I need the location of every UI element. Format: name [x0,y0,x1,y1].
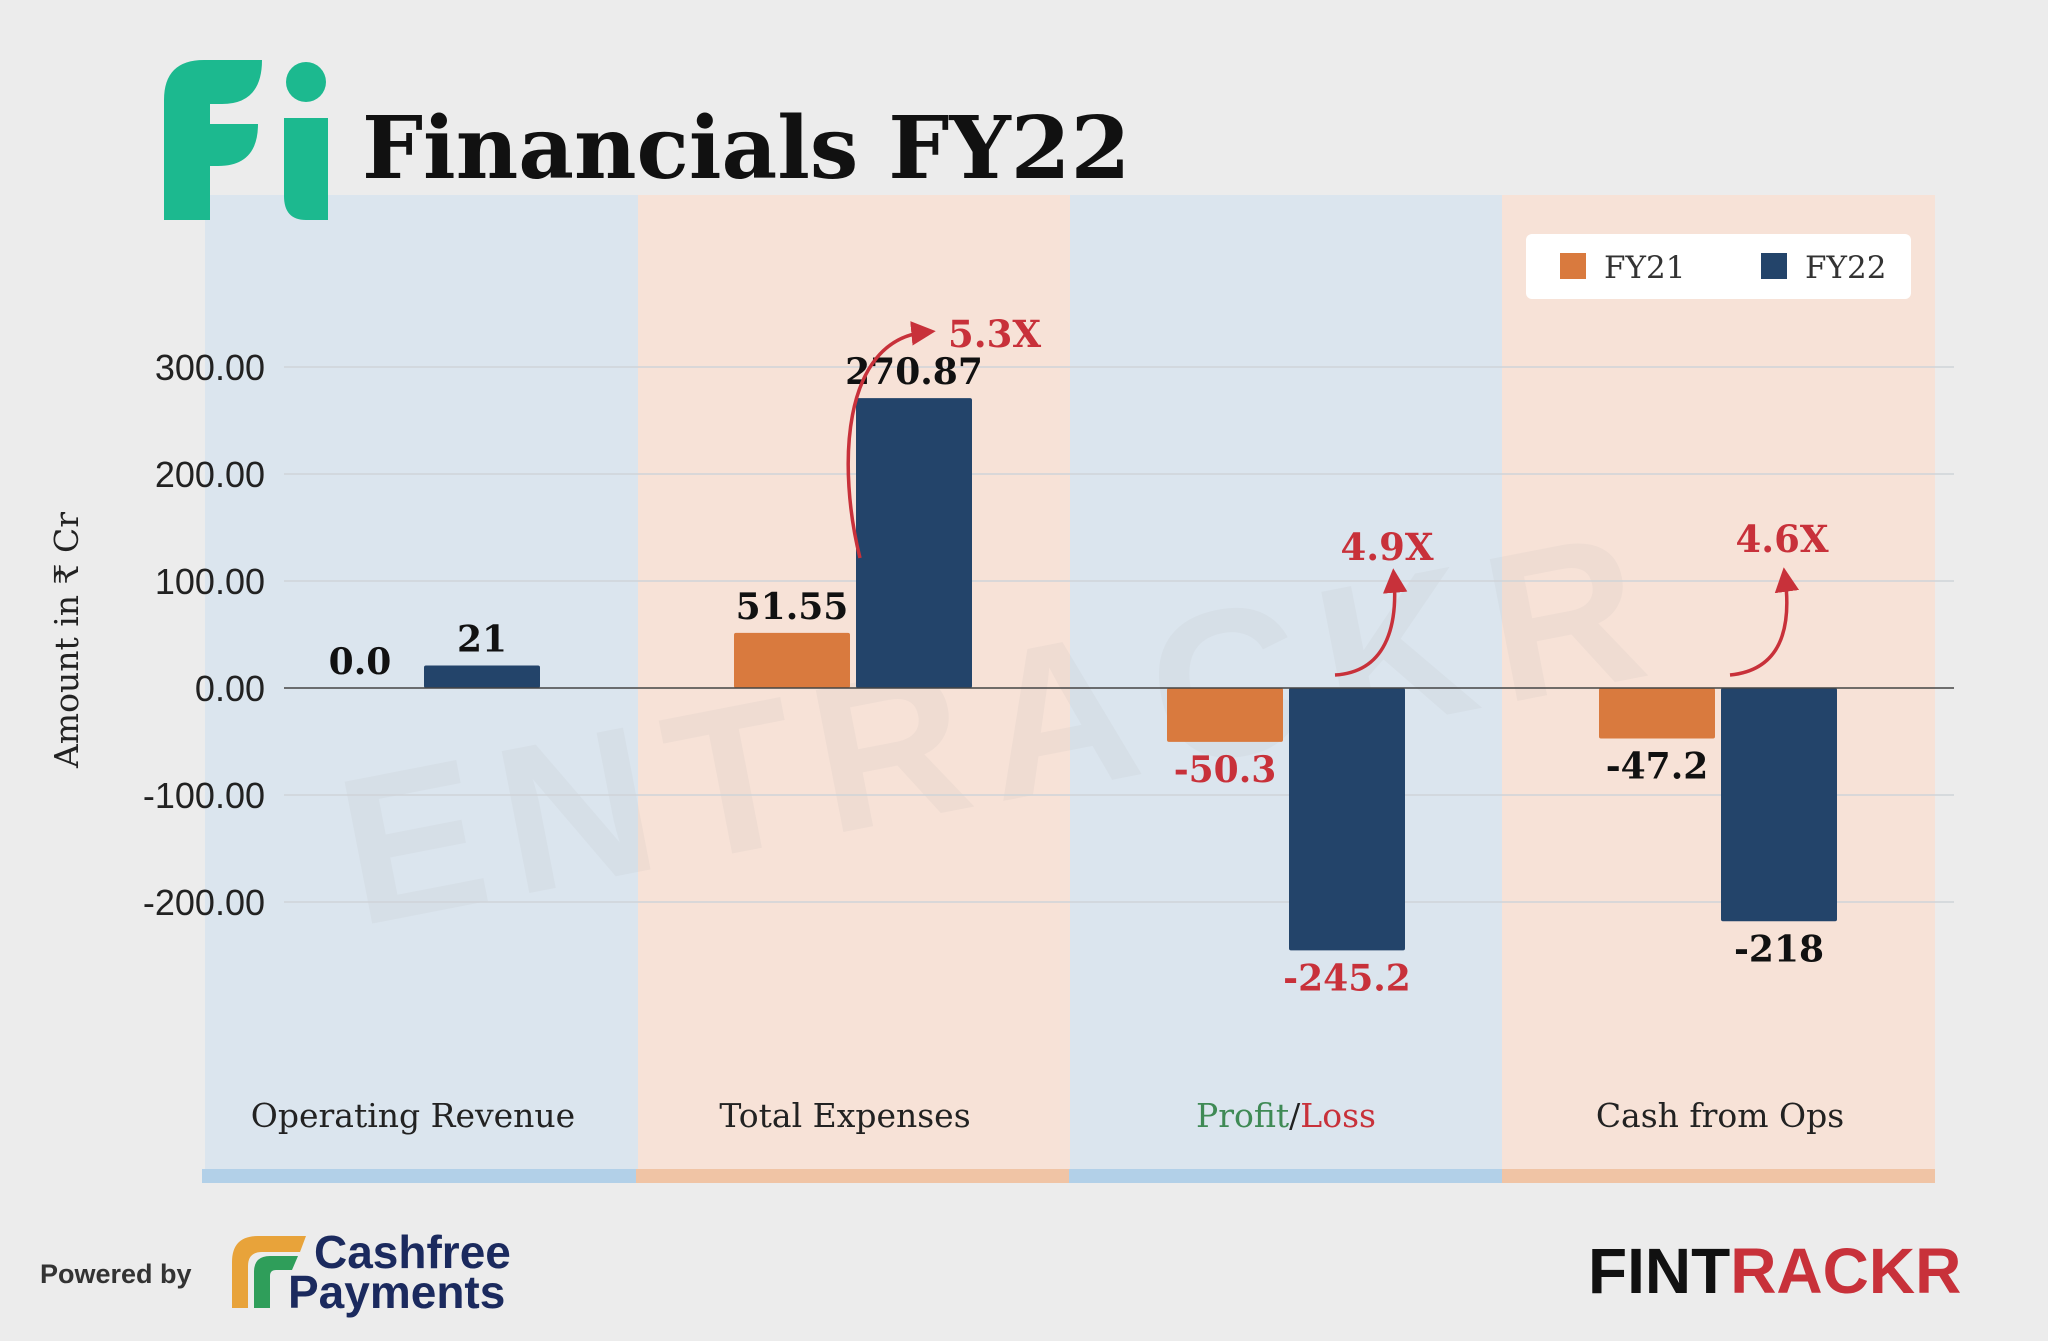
y-tick-label: 200.00 [155,454,265,495]
category-label-total-expenses: Total Expenses [719,1096,970,1135]
data-label-fy21-profit-loss: -50.3 [1174,749,1277,791]
growth-arrow-cash-from-ops [1729,567,1800,677]
brand-logo-black: FINT [1588,1235,1730,1307]
category-label-slash: / [1289,1096,1301,1135]
cashfree-logo-icon [232,1236,306,1308]
legend-label-fy22: FY22 [1805,250,1886,286]
bar-fy21-cash-from-ops [1599,688,1715,739]
growth-arrow-profit-loss [1334,568,1408,677]
legend-box [1526,234,1911,299]
legend-swatch-fy22 [1761,253,1787,279]
brand-logo-red: RACKR [1730,1235,1961,1307]
y-tick-label: 300.00 [155,347,265,388]
bar-fy22-cash-from-ops [1721,688,1837,922]
band-operating-revenue [205,195,638,1170]
growth-label-cash-from-ops: 4.6X [1735,517,1828,561]
data-label-fy22-operating-revenue: 21 [457,619,507,661]
brand-logo: FINTRACKR [1588,1235,1961,1307]
category-label-profit-part: Profit [1196,1096,1289,1135]
growth-label-total-expenses: 5.3X [948,312,1041,356]
data-label-fy21-total-expenses: 51.55 [736,586,849,628]
bar-fy22-total-expenses [856,398,972,688]
y-axis-ticks: 300.00 200.00 100.00 0.00 -100.00 -200.00 [143,347,265,923]
category-bands [205,195,1935,1170]
growth-label-profit-loss: 4.9X [1340,525,1433,569]
category-label-cash-from-ops: Cash from Ops [1596,1096,1844,1135]
data-label-fy22-profit-loss: -245.2 [1283,957,1411,999]
bars [424,398,1837,951]
band-total-expenses [638,195,1070,1170]
strip-segment-4 [1502,1169,1935,1183]
strip-segment-3 [1069,1169,1502,1183]
data-label-fy21-cash-from-ops: -47.2 [1606,746,1709,788]
growth-annotations: 5.3X 4.9X 4.6X [846,312,1829,677]
y-tick-label: 100.00 [155,561,265,602]
legend-label-fy21: FY21 [1604,250,1685,286]
band-profit-loss [1070,195,1502,1170]
page-title: Financials FY22 [362,98,1130,199]
sponsor-name-line2: Payments [288,1266,505,1318]
gridlines [284,366,1954,903]
sponsor-name-line1: Cashfree [314,1226,511,1278]
band-cash-from-ops [1502,195,1935,1170]
category-label-loss-part: Loss [1300,1096,1376,1135]
x-axis-labels: Operating Revenue Total Expenses Profit/… [251,1096,1844,1135]
y-tick-label: 0.00 [195,668,265,709]
bar-fy21-total-expenses [734,632,850,688]
powered-by-label: Powered by [40,1259,192,1289]
data-label-fy21-operating-revenue: 0.0 [329,641,392,683]
growth-arrow-total-expenses [846,321,936,559]
data-label-fy22-cash-from-ops: -218 [1734,928,1824,970]
bar-fy22-profit-loss [1289,688,1405,951]
category-label-profit-loss: Profit/Loss [1196,1096,1376,1135]
fi-logo [164,60,328,220]
y-tick-label: -200.00 [143,882,265,923]
category-label-operating-revenue: Operating Revenue [251,1096,575,1135]
strip-segment-1 [202,1169,636,1183]
legend-swatch-fy21 [1560,253,1586,279]
bar-fy22-operating-revenue [424,665,540,688]
category-strip [202,1169,1935,1183]
bar-fy21-profit-loss [1167,688,1283,742]
legend: FY21 FY22 [1526,234,1911,299]
y-tick-label: -100.00 [143,775,265,816]
strip-segment-2 [636,1169,1069,1183]
y-axis-label: Amount in ₹ Cr [47,512,86,769]
